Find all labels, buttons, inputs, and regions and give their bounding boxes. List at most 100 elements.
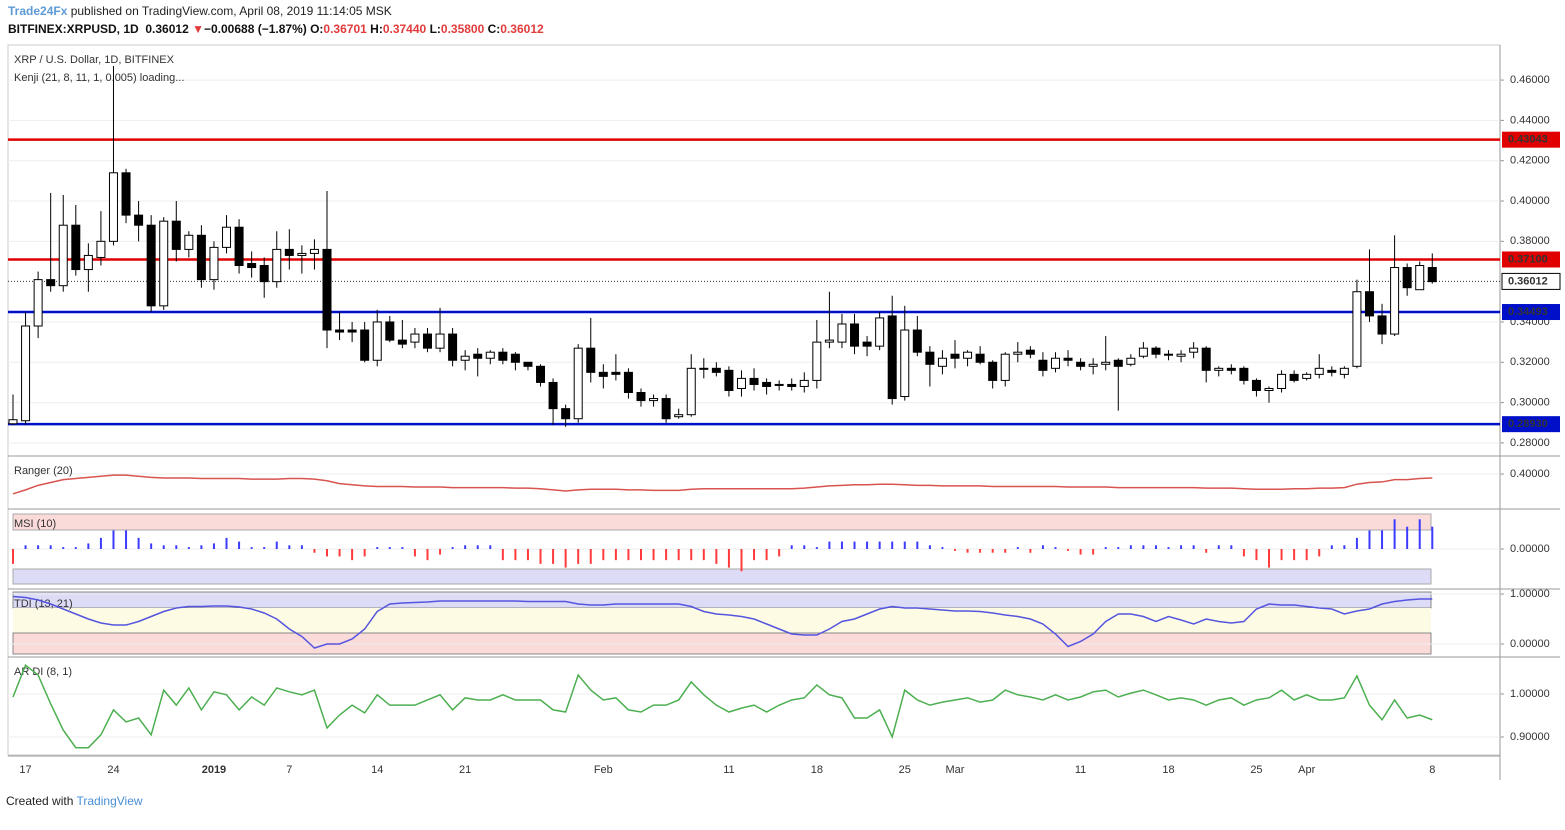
candle-body xyxy=(448,333,458,361)
x-tick-label: 18 xyxy=(811,764,823,776)
candle-body xyxy=(1151,347,1161,355)
candle-body xyxy=(171,220,181,250)
candle-body xyxy=(1352,291,1362,367)
indicator-bar xyxy=(451,547,454,549)
indicator-bar xyxy=(753,549,756,561)
candle-body xyxy=(96,240,106,258)
candle-body xyxy=(900,329,910,398)
candle-body xyxy=(937,357,947,367)
candle-body xyxy=(360,329,370,361)
indicator-bar xyxy=(150,543,153,549)
y-tick-label: 1.00000 xyxy=(1510,688,1550,700)
candle-body xyxy=(912,329,922,353)
indicator-bar xyxy=(1293,549,1296,561)
indicator-bar xyxy=(866,541,869,549)
published: published on TradingView.com, April 08, … xyxy=(67,4,392,18)
candle-body xyxy=(284,248,294,256)
indicator-bar xyxy=(589,549,592,564)
indicator-bar xyxy=(1268,549,1270,568)
price-tag-label: 0.34493 xyxy=(1508,306,1548,318)
indicator-bar xyxy=(1280,549,1283,561)
indicator-bar xyxy=(250,547,253,549)
x-tick-label: 25 xyxy=(1250,764,1262,776)
candle-body xyxy=(1302,373,1312,379)
indicator-bar xyxy=(225,537,228,549)
author[interactable]: Trade24Fx xyxy=(8,4,68,18)
change: −0.00688 (−1.87%) xyxy=(203,22,307,36)
indicator-bar xyxy=(288,545,291,549)
indicator-bar xyxy=(1205,549,1208,553)
indicator-bar xyxy=(514,549,517,561)
indicator-bar xyxy=(300,545,303,549)
candle-body xyxy=(1025,349,1035,355)
indicator-bar xyxy=(916,541,919,549)
ohlc-key: C: xyxy=(487,22,501,36)
y-tick-label: 0.40000 xyxy=(1510,468,1550,480)
x-tick-label: 24 xyxy=(107,764,119,776)
indicator-bar xyxy=(790,545,793,549)
candle-body xyxy=(824,339,834,343)
indicator-bar xyxy=(1355,537,1358,549)
candle-body xyxy=(636,392,646,402)
indicator-bar xyxy=(1092,549,1095,555)
ohlc-value: 0.37440 xyxy=(382,22,427,36)
indicator-bar xyxy=(200,545,203,549)
x-tick-label: 8 xyxy=(1429,764,1435,776)
candle-body xyxy=(347,329,357,333)
candle-body xyxy=(297,252,307,256)
candle-body xyxy=(762,381,772,387)
candle-body xyxy=(1101,361,1111,365)
candle-body xyxy=(1226,367,1236,371)
x-tick-label: 7 xyxy=(286,764,292,776)
indicator-bar xyxy=(363,549,366,557)
ohlc-value: 0.36701 xyxy=(323,22,367,36)
indicator-bar xyxy=(702,549,705,561)
indicator-bar xyxy=(1230,545,1233,549)
candle-body xyxy=(536,365,546,383)
y-tick-label: 0.46000 xyxy=(1510,74,1550,86)
y-tick-label: 0.38000 xyxy=(1510,235,1550,247)
candle-body xyxy=(711,367,721,373)
candle-body xyxy=(1390,267,1400,335)
indicator-bar xyxy=(1406,526,1409,549)
candle-body xyxy=(787,383,797,387)
candle-body xyxy=(674,414,684,418)
candle-body xyxy=(21,325,31,422)
indicator-bar xyxy=(1154,545,1157,549)
x-tick-label: 14 xyxy=(371,764,383,776)
brand[interactable]: TradingView xyxy=(76,794,143,808)
candle-body xyxy=(561,408,571,420)
candle-body xyxy=(1088,363,1098,367)
candle-body xyxy=(8,419,18,425)
candle-body xyxy=(1038,359,1048,371)
candle-body xyxy=(83,254,93,271)
candle-body xyxy=(799,379,809,387)
indicator-bar xyxy=(765,549,768,561)
candle-body xyxy=(649,398,659,402)
symbol-line: BITFINEX:XRPUSD, 1D 0.36012 ▼−0.00688 (−… xyxy=(8,22,544,36)
x-tick-label: Feb xyxy=(594,764,613,776)
candle-body xyxy=(1327,369,1337,373)
indicator-bar xyxy=(552,549,555,564)
price-tag xyxy=(1502,416,1560,433)
candle-body xyxy=(950,353,960,359)
publish-line: Trade24Fx published on TradingView.com, … xyxy=(8,4,392,18)
indicator-bar xyxy=(238,541,241,549)
indicator-bar xyxy=(564,549,567,568)
candle-body xyxy=(548,381,558,410)
indicator-bar xyxy=(175,545,178,549)
indicator-bar xyxy=(313,549,316,553)
candle-body xyxy=(1377,315,1387,335)
candle-body xyxy=(1364,291,1374,317)
indicator-bar xyxy=(501,549,504,561)
x-tick-label: 11 xyxy=(1075,764,1086,776)
candle-body xyxy=(1063,357,1073,361)
candle-body xyxy=(485,351,495,359)
candle-body xyxy=(259,265,269,283)
indicator-bar xyxy=(954,549,956,551)
candle-body xyxy=(1076,361,1086,367)
candle-body xyxy=(1339,367,1349,375)
indicator-bar xyxy=(464,545,467,549)
candle-body xyxy=(1113,359,1123,367)
candle-body xyxy=(1214,367,1224,371)
